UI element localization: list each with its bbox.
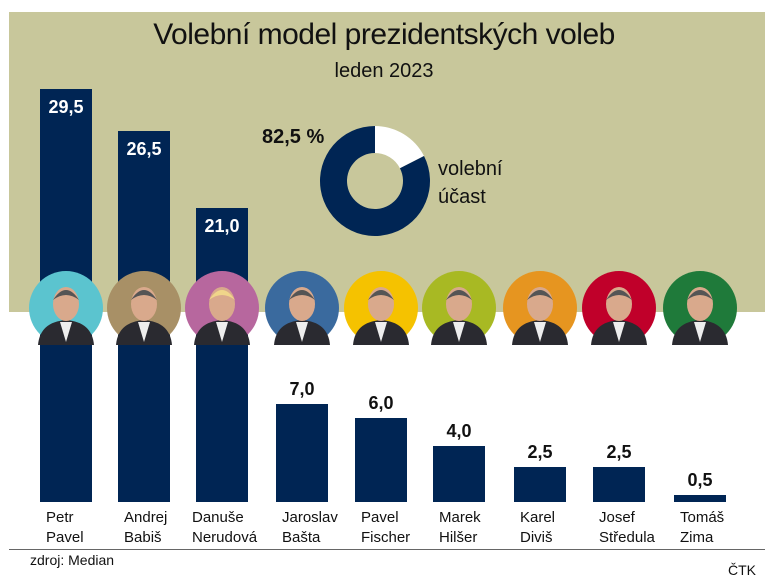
- hair-icon: [606, 290, 632, 300]
- candidate-portrait: [265, 271, 339, 345]
- data-label: 26,5: [126, 139, 161, 159]
- hair-icon: [53, 290, 79, 300]
- category-label-line: Zima: [680, 529, 714, 546]
- category-label-line: Danuše: [192, 509, 244, 526]
- shirt-icon: [375, 322, 387, 342]
- category-label-line: Babiš: [124, 529, 162, 546]
- category-label-line: Bašta: [282, 529, 321, 546]
- bar: [355, 418, 407, 502]
- hair-icon: [368, 290, 394, 300]
- donut-slice-turnout: [320, 126, 431, 236]
- category-label-line: Jaroslav: [282, 509, 338, 526]
- category-label-line: Diviš: [520, 529, 553, 546]
- shirt-icon: [138, 322, 150, 342]
- hair-icon: [131, 290, 157, 300]
- donut-slice-nonvoters: [375, 126, 425, 169]
- category-label-line: Fischer: [361, 529, 411, 546]
- category-label-line: Tomáš: [680, 509, 725, 526]
- shirt-icon: [453, 322, 465, 342]
- data-label: 7,0: [289, 379, 314, 399]
- category-label-line: Marek: [439, 509, 481, 526]
- credit: ČTK: [728, 562, 756, 578]
- shirt-icon: [534, 322, 546, 342]
- category-label-line: Pavel: [361, 509, 399, 526]
- shirt-icon: [60, 322, 72, 342]
- category-label: Marek Hilšer: [439, 508, 481, 548]
- bar: [196, 208, 248, 502]
- category-label-line: Nerudová: [192, 529, 258, 546]
- data-label: 21,0: [204, 216, 239, 236]
- data-label: 2,5: [527, 442, 552, 462]
- category-label: Andrej Babiš: [124, 508, 167, 548]
- hair-icon: [289, 290, 315, 300]
- bar: [276, 404, 328, 502]
- candidate-portrait: [422, 271, 496, 345]
- chart-title: Volební model prezidentských voleb: [153, 18, 615, 51]
- hair-icon: [446, 290, 472, 300]
- shirt-icon: [613, 322, 625, 342]
- candidate-portrait: [107, 271, 181, 345]
- category-label-line: Pavel: [46, 529, 84, 546]
- category-label-line: Hilšer: [439, 529, 478, 546]
- candidate-portrait: [29, 271, 103, 345]
- category-label: Jaroslav Bašta: [282, 508, 338, 548]
- footer-divider: [9, 549, 765, 550]
- category-label: Danuše Nerudová: [192, 508, 257, 548]
- turnout-value: 82,5 %: [262, 126, 325, 148]
- shirt-icon: [694, 322, 706, 342]
- candidate-portrait: [344, 271, 418, 345]
- data-label: 0,5: [687, 470, 712, 490]
- category-label: Josef Středula: [599, 508, 655, 548]
- data-label: 29,5: [48, 97, 83, 117]
- bar: [433, 446, 485, 502]
- category-label-line: Petr: [46, 509, 74, 526]
- hair-icon: [209, 290, 235, 300]
- category-label: Tomáš Zima: [680, 508, 724, 548]
- category-label-line: Josef: [599, 509, 635, 526]
- category-label-line: Karel: [520, 509, 556, 526]
- category-label: Petr Pavel: [46, 508, 84, 548]
- bar: [514, 467, 566, 502]
- bar: [674, 495, 726, 502]
- candidate-portrait: [503, 271, 577, 345]
- source-note: zdroj: Median: [30, 552, 115, 568]
- turnout-label-line: volební: [438, 158, 503, 180]
- category-label-line: Středula: [599, 529, 655, 546]
- hair-icon: [527, 290, 553, 300]
- data-label: 6,0: [368, 393, 393, 413]
- data-label: 2,5: [606, 442, 631, 462]
- hair-icon: [687, 290, 713, 300]
- category-label: Pavel Fischer: [361, 508, 410, 548]
- candidate-portrait: [582, 271, 656, 345]
- chart-subtitle: leden 2023: [334, 60, 434, 82]
- category-label: Karel Diviš: [520, 508, 555, 548]
- shirt-icon: [216, 322, 228, 342]
- data-label: 4,0: [446, 421, 471, 441]
- turnout-label-line: účast: [438, 186, 486, 208]
- category-label-line: Andrej: [124, 509, 168, 526]
- candidate-portrait: [663, 271, 737, 345]
- turnout-label: volební účast: [438, 155, 503, 211]
- shirt-icon: [296, 322, 308, 342]
- bar: [593, 467, 645, 502]
- candidate-portrait: [185, 271, 259, 345]
